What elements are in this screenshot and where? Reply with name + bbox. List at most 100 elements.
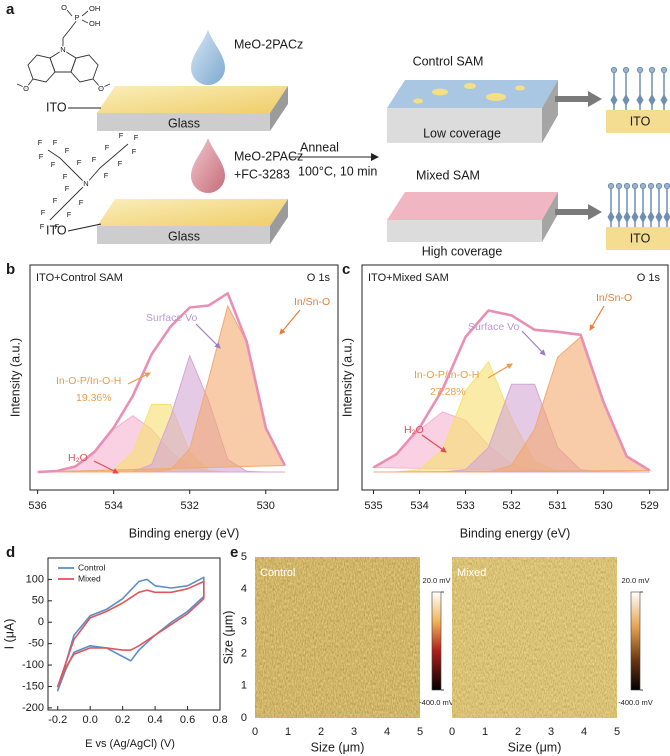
afm-image bbox=[452, 557, 617, 718]
solution-drop bbox=[191, 138, 225, 193]
y-tick-label: 50 bbox=[32, 595, 44, 607]
atom-label: F bbox=[53, 138, 58, 147]
peak-label: Surface Vo bbox=[146, 312, 198, 324]
cv-curve bbox=[56, 576, 205, 692]
x-tick-label: 534 bbox=[104, 500, 122, 512]
x-tick-label: 3 bbox=[548, 726, 554, 738]
x-tick-label: 531 bbox=[548, 500, 566, 512]
sam-title: Mixed SAM bbox=[416, 168, 480, 182]
atom-label: O bbox=[23, 84, 29, 93]
sam-anchor bbox=[663, 211, 670, 223]
x-tick-label: 533 bbox=[456, 500, 474, 512]
atom-label: F bbox=[118, 159, 123, 168]
y-axis-label: Intensity (a.u.) bbox=[8, 338, 22, 417]
x-tick-label: 0.2 bbox=[115, 714, 130, 726]
sam-molecule bbox=[607, 182, 615, 227]
peak-percentage: 19.36% bbox=[76, 392, 112, 404]
ito-layer bbox=[606, 227, 670, 250]
sam-molecule bbox=[648, 66, 656, 110]
pointer-line bbox=[67, 223, 102, 232]
peak-label: Surface Vo bbox=[468, 321, 520, 333]
sam-head bbox=[663, 182, 670, 190]
atom-label: F bbox=[53, 196, 58, 205]
colorbar-label: 20.0 mV bbox=[622, 576, 650, 585]
panel-label: b bbox=[6, 261, 15, 278]
y-tick-label: 1 bbox=[241, 680, 247, 692]
y-tick-label: -100 bbox=[22, 659, 44, 671]
x-tick-label: 0 bbox=[449, 726, 455, 738]
atom-label: F bbox=[41, 208, 46, 217]
y-tick-label: 100 bbox=[26, 573, 44, 585]
sam-head bbox=[636, 66, 644, 74]
sam-anchor bbox=[615, 211, 623, 223]
x-tick-label: 4 bbox=[581, 726, 587, 738]
substrate bbox=[97, 199, 288, 244]
x-tick-label: 0.0 bbox=[83, 714, 98, 726]
sam-anchor bbox=[623, 211, 631, 223]
sam-molecule bbox=[615, 182, 623, 227]
x-tick-label: 0 bbox=[252, 726, 258, 738]
glass-label: Glass bbox=[168, 116, 200, 130]
process-label: 100°C, 10 min bbox=[298, 164, 377, 178]
sam-molecule bbox=[631, 182, 639, 227]
x-tick-label: 532 bbox=[181, 500, 199, 512]
transfer-arrow bbox=[588, 91, 602, 107]
peak-arrow bbox=[421, 434, 447, 453]
x-tick-label: 0.6 bbox=[180, 714, 195, 726]
x-tick-label: 5 bbox=[417, 726, 423, 738]
x-tick-label: 1 bbox=[482, 726, 488, 738]
peak-arrow bbox=[589, 305, 605, 331]
x-axis-label: Binding energy (eV) bbox=[460, 526, 570, 540]
image-label: Mixed bbox=[457, 567, 486, 579]
panel-label: e bbox=[230, 544, 238, 561]
x-tick-label: 530 bbox=[594, 500, 612, 512]
atom-label: F bbox=[104, 171, 109, 180]
sam-head bbox=[622, 66, 630, 74]
x-tick-label: -0.2 bbox=[48, 714, 67, 726]
chart-subtitle: O 1s bbox=[307, 272, 331, 284]
sam-anchor bbox=[639, 211, 647, 223]
sam-molecule bbox=[636, 66, 644, 110]
x-tick-label: 0.4 bbox=[147, 714, 162, 726]
sam-molecule bbox=[639, 182, 647, 227]
legend-label: Mixed bbox=[78, 573, 101, 583]
atom-label: F bbox=[132, 147, 137, 156]
ito-layer bbox=[606, 110, 670, 133]
peak-arrow bbox=[127, 372, 151, 385]
coverage-label: High coverage bbox=[422, 244, 503, 258]
sam-molecule bbox=[610, 66, 618, 110]
y-tick-label: 0 bbox=[38, 616, 44, 628]
sam-molecule bbox=[647, 182, 655, 227]
peak-label: H₂O bbox=[404, 424, 424, 436]
atom-label: OH bbox=[89, 19, 100, 28]
atom-label: F bbox=[40, 222, 45, 231]
sam-head bbox=[655, 182, 663, 190]
y-axis-label: I (μA) bbox=[2, 619, 16, 650]
peak-arrow bbox=[279, 309, 301, 335]
glass-label: Glass bbox=[168, 229, 200, 243]
sam-anchor bbox=[631, 211, 639, 223]
x-axis-label: Size (μm) bbox=[508, 740, 562, 754]
y-axis-label: Size (μm) bbox=[221, 611, 235, 665]
solution-drop bbox=[191, 30, 225, 85]
sam-molecule bbox=[663, 182, 670, 227]
cv-curve bbox=[56, 580, 205, 688]
y-tick-label: 3 bbox=[241, 615, 247, 627]
atom-label: F bbox=[51, 160, 56, 169]
ito-label: ITO bbox=[630, 114, 651, 128]
sam-anchor bbox=[607, 211, 615, 223]
sam-anchor bbox=[647, 211, 655, 223]
solution-label: MeO-2PACz bbox=[234, 149, 303, 163]
atom-label: OH bbox=[89, 4, 100, 13]
molecule-meo-2pacz: O P OH OH N O O bbox=[16, 2, 111, 94]
sam-anchor bbox=[660, 94, 668, 106]
sam-head bbox=[660, 66, 668, 74]
x-tick-label: 3 bbox=[351, 726, 357, 738]
sam-substrate bbox=[387, 80, 558, 143]
y-tick-label: 4 bbox=[241, 583, 247, 595]
atom-label: F bbox=[119, 131, 124, 140]
peak-arrow bbox=[521, 330, 546, 356]
x-axis-label: E vs (Ag/AgCl) (V) bbox=[85, 738, 175, 750]
peak-arrow bbox=[487, 363, 513, 379]
